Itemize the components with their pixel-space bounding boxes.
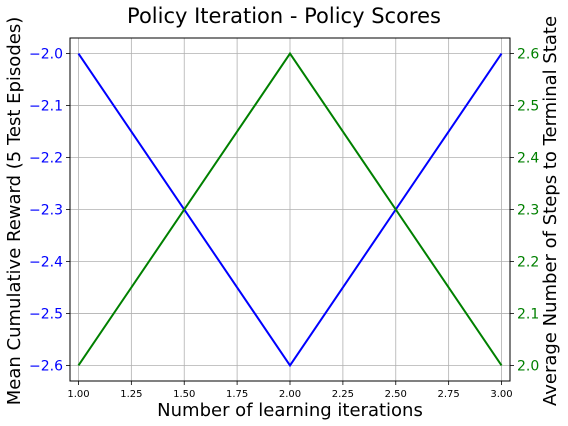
chart-title: Policy Iteration - Policy Scores	[127, 4, 441, 28]
right-y-tick-label: 2.3	[517, 203, 539, 219]
x-tick-label: 2.75	[438, 389, 460, 400]
x-tick-label: 2.00	[279, 389, 301, 400]
x-axis-label: Number of learning iterations	[157, 400, 423, 421]
grid-lines	[70, 38, 510, 381]
left-y-tick-label: −2.5	[29, 306, 63, 322]
right-y-tick-label: 2.5	[517, 99, 539, 115]
series-group	[77, 51, 503, 368]
x-axis-ticks: 1.00 1.25 1.50 1.75 2.00 2.25 2.50 2.75 3.00	[67, 381, 513, 400]
x-tick-label: 1.75	[226, 389, 248, 400]
left-y-tick-label: −2.4	[29, 254, 63, 270]
left-y-tick-label: −2.3	[29, 203, 63, 219]
right-y-tick-label: 2.4	[517, 151, 539, 167]
steps-series-line	[77, 51, 503, 366]
right-y-tick-label: 2.0	[517, 358, 539, 374]
left-y-tick-label: −2.1	[29, 99, 63, 115]
x-tick-label: 2.25	[332, 389, 354, 400]
x-tick-label: 2.50	[385, 389, 407, 400]
right-y-axis-ticks: 2.6 2.5 2.4 2.3 2.2 2.1 2.0	[510, 47, 539, 374]
x-tick-label: 1.50	[173, 389, 195, 400]
reward-series-line	[77, 53, 503, 368]
x-tick-label: 1.00	[67, 389, 89, 400]
x-tick-label: 1.25	[120, 389, 142, 400]
right-y-tick-label: 2.6	[517, 47, 539, 63]
left-y-axis-ticks: −2.0 −2.1 −2.2 −2.3 −2.4 −2.5 −2.6	[29, 47, 70, 374]
left-y-tick-label: −2.2	[29, 151, 63, 167]
right-y-tick-label: 2.1	[517, 306, 539, 322]
left-y-axis-label: Mean Cumulative Reward (5 Test Episodes)	[4, 17, 25, 405]
right-y-axis-label: Average Number of Steps to Terminal Stat…	[540, 16, 561, 406]
x-tick-label: 3.00	[490, 389, 512, 400]
left-y-tick-label: −2.0	[29, 47, 63, 63]
right-y-tick-label: 2.2	[517, 254, 539, 270]
left-y-tick-label: −2.6	[29, 358, 63, 374]
